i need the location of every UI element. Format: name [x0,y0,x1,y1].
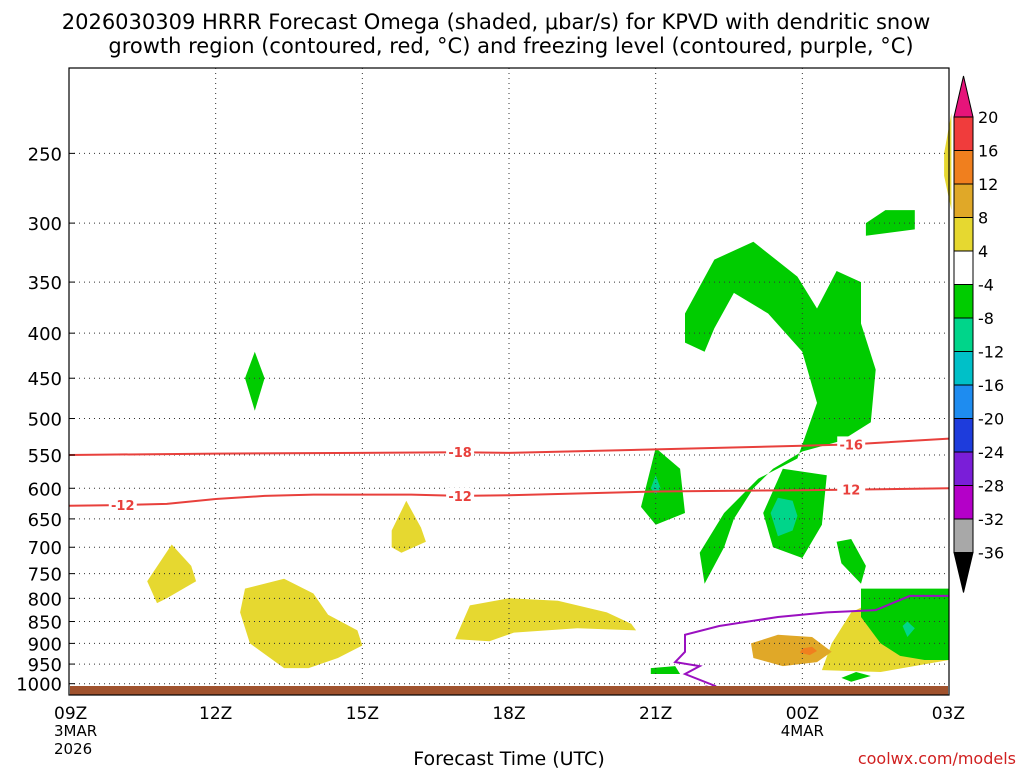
x-tick-09Z: 09Z [54,704,87,724]
y-tick-700: 700 [28,538,62,559]
contour-label-minus16-bg [837,436,866,453]
x-tick-15Z: 15Z [346,704,379,724]
omega-region-14 [836,539,866,584]
x-tick-year-09Z: 2026 [54,740,92,758]
omega-layer [147,113,952,682]
colorbar-bin-1 [953,150,974,185]
omega-region-9 [641,448,685,525]
colorbar-bin-0 [953,116,974,151]
contour-label-extra-0: -12 [448,490,472,505]
omega-region-15 [841,672,871,682]
x-tick-21Z: 21Z [639,704,672,724]
colorbar-bottom-arrow [953,552,974,593]
omega-region-0 [147,544,197,604]
contour-label-extra-0-bg [446,487,475,504]
ground-strip [70,686,948,695]
x-tick-date-09Z: 3MAR [54,722,97,740]
colorbar-label-5: -4 [978,276,994,295]
colorbar-bin-4 [953,250,974,285]
contour-label-minus18: -18 [448,446,472,461]
x-tick-00Z: 00Z [786,704,819,724]
colorbar-label-10: -24 [978,443,1004,462]
dendritic-contour-0 [68,437,950,456]
y-tick-900: 900 [28,634,62,655]
contour-label-extra-1-bg [837,481,866,498]
omega-region-19 [902,621,915,637]
colorbar-label-1: 16 [978,142,998,161]
y-tick-1000: 1000 [16,675,62,696]
y-tick-650: 650 [28,510,62,531]
y-tick-350: 350 [28,273,62,294]
x-tick-12Z: 12Z [199,704,232,724]
x-tick-03Z: 03Z [932,704,965,724]
omega-region-1 [240,578,363,669]
chart-title-line2: growth region (contoured, red, °C) and f… [108,34,913,58]
y-tick-250: 250 [28,144,62,165]
contour-label-minus12-a-bg [108,496,137,513]
dendritic-contour-1 [68,487,950,507]
colorbar: 20 16 12 8 4 -4 -8 -12 -16 -20 -24 -28 -32 -36 [953,75,1004,593]
x-axis-label: Forecast Time (UTC) [413,748,604,768]
colorbar-label-0: 20 [978,108,998,127]
colorbar-bin-8 [953,384,974,419]
colorbar-label-6: -8 [978,309,994,328]
colorbar-bin-6 [953,317,974,352]
colorbar-label-3: 8 [978,209,988,228]
y-tick-450: 450 [28,369,62,390]
omega-region-17 [650,475,661,495]
colorbar-bin-11 [953,485,974,520]
credit-text: coolwx.com/models [858,749,1016,768]
colorbar-bin-10 [953,451,974,486]
colorbar-bin-3 [953,217,974,252]
colorbar-label-12: -32 [978,510,1004,529]
colorbar-label-4: 4 [978,242,988,261]
plot-area: -18-16-12-12120 [68,67,952,700]
y-tick-500: 500 [28,410,62,431]
contour-label-minus16: -16 [839,438,863,453]
contour-layer: -18-16-12-12120 [68,436,950,700]
omega-region-18 [770,497,798,537]
contour-label-minus18-bg [446,444,475,461]
gridlines [68,68,950,695]
omega-region-7 [799,646,817,656]
colorbar-label-9: -20 [978,410,1004,429]
omega-region-6 [751,634,832,667]
y-axis: 2503003504004505005506006507007508008509… [16,144,75,696]
colorbar-bin-9 [953,418,974,453]
x-tick-18Z: 18Z [492,704,525,724]
plot-frame [68,67,950,696]
y-tick-850: 850 [28,613,62,634]
contour-label-minus12-a: -12 [111,499,135,514]
omega-region-10 [650,666,681,674]
colorbar-label-13: -36 [978,544,1004,563]
plot-background [69,68,949,695]
y-tick-300: 300 [28,214,62,235]
omega-region-8 [245,351,265,411]
omega-region-3 [455,598,637,642]
colorbar-label-11: -28 [978,477,1004,496]
omega-region-2 [391,500,426,553]
colorbar-bin-7 [953,351,974,386]
colorbar-label-8: -16 [978,376,1004,395]
y-tick-750: 750 [28,565,62,586]
y-tick-800: 800 [28,589,62,610]
colorbar-bin-2 [953,183,974,218]
colorbar-label-2: 12 [978,175,998,194]
chart-title-line1: 2026030309 HRRR Forecast Omega (shaded, … [62,10,931,34]
omega-region-13 [865,210,915,236]
x-tick-date-00Z: 4MAR [781,722,824,740]
colorbar-label-7: -12 [978,343,1004,362]
contour-label-extra-1: 12 [842,484,860,499]
colorbar-top-arrow [953,75,974,118]
y-tick-950: 950 [28,655,62,676]
y-tick-600: 600 [28,479,62,500]
omega-region-11 [685,241,876,584]
colorbar-bin-5 [953,284,974,319]
colorbar-bin-12 [953,518,974,553]
y-tick-550: 550 [28,446,62,467]
y-tick-400: 400 [28,324,62,345]
